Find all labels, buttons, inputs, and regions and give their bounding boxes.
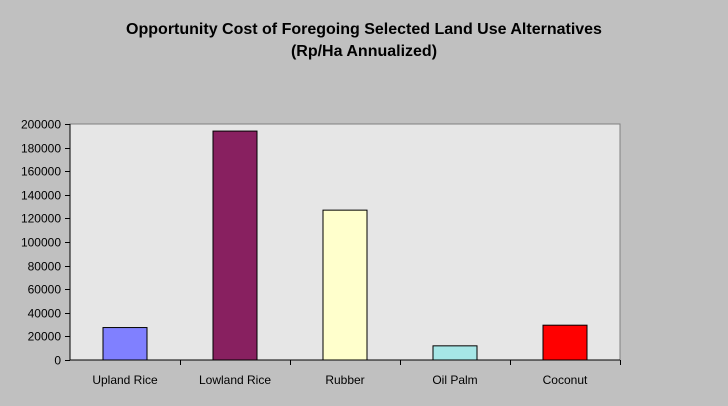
y-tick-label: 120000 <box>21 212 61 226</box>
y-tick-label: 20000 <box>28 330 62 344</box>
y-tick-label: 100000 <box>21 236 61 250</box>
x-tick-label: Rubber <box>325 373 364 387</box>
x-tick-label: Upland Rice <box>92 373 158 387</box>
x-tick-label: Lowland Rice <box>199 373 271 387</box>
y-tick-label: 0 <box>54 354 61 368</box>
bar <box>322 209 368 361</box>
x-tick-label: Oil Palm <box>432 373 477 387</box>
bar <box>212 130 258 361</box>
y-tick-label: 80000 <box>28 260 62 274</box>
y-tick-label: 140000 <box>21 189 61 203</box>
bar <box>102 327 148 361</box>
bar <box>542 324 588 361</box>
y-tick-label: 40000 <box>28 307 62 321</box>
chart-subtitle: (Rp/Ha Annualized) <box>290 43 438 60</box>
y-tick-label: 200000 <box>21 118 61 132</box>
chart-title: Opportunity Cost of Foregoing Selected L… <box>126 21 602 38</box>
x-tick-label: Coconut <box>543 373 588 387</box>
y-tick-label: 60000 <box>28 283 62 297</box>
bar <box>432 345 478 361</box>
y-tick-label: 160000 <box>21 165 61 179</box>
y-tick-label: 180000 <box>21 142 61 156</box>
